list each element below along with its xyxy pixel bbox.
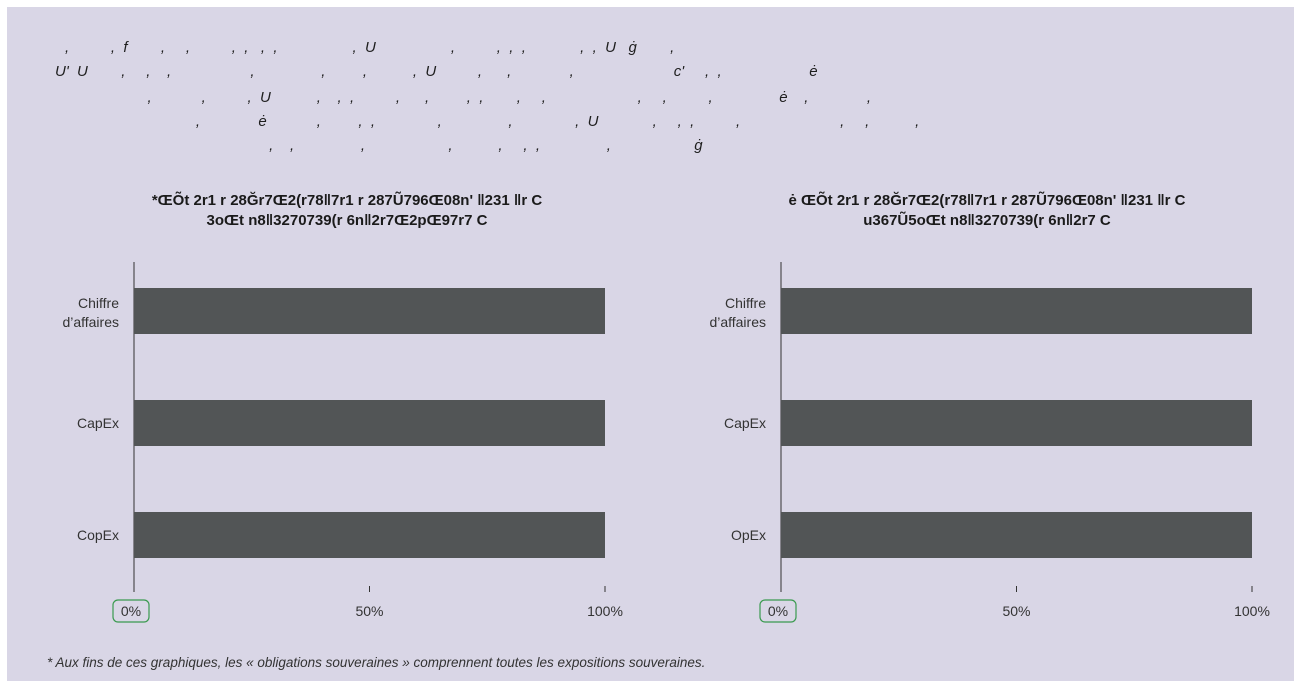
chart-1-title: *ŒÕt 2r1 r 28Ğr7Œ2(r78ǁ7r1 r 287Ũ796Œ08n…: [47, 191, 647, 231]
bar: [134, 400, 605, 446]
intro-line: , , f , , , , , , , U , , , , , , U ġ ,: [65, 39, 675, 56]
bar: [134, 512, 605, 558]
x-tick-highlight: [759, 599, 797, 623]
x-tick-label: 100%: [587, 603, 623, 619]
category-label-line: Chiffre: [725, 295, 766, 311]
chart-2: 0% 50% 100% Chiffre d’affaires CapEx OpEx: [709, 262, 1270, 623]
x-tick-label: 50%: [1002, 603, 1030, 619]
chart-2-title: ė ŒÕt 2r1 r 28Ğr7Œ2(r78ǁ7r1 r 287Ũ796Œ08…: [687, 191, 1287, 231]
x-tick-label: 0%: [768, 603, 788, 619]
x-tick-label: 100%: [1234, 603, 1270, 619]
bar: [781, 512, 1252, 558]
intro-line: , , , U , , , , , , , , , , , , ė , ,: [110, 89, 872, 106]
chart-1-title-line2: 3oŒt n8ǁ3270739(r 6nǁ2r7Œ2pŒ97r7 C: [206, 212, 488, 229]
category-label: Chiffre d’affaires: [62, 295, 119, 330]
category-label: CapEx: [724, 415, 766, 431]
bar: [134, 288, 605, 334]
x-tick-label: 50%: [355, 603, 383, 619]
report-panel: , , f , , , , , , , U , , , , , , U ġ , …: [7, 7, 1294, 681]
x-tick-label: 0%: [121, 603, 141, 619]
chart-2-title-line2: u367Ũ5oŒt n8ǁ3270739(r 6nǁ2r7 C: [863, 212, 1111, 229]
chart-1: 0% 50% 100% Chiffre d’affaires CapEx CopEx: [62, 262, 623, 623]
intro-line: U' U , , , , , , , U , , , c' , , ė: [55, 63, 818, 80]
chart-1-title-line1: *ŒÕt 2r1 r 28Ğr7Œ2(r78ǁ7r1 r 287Ũ796Œ08n…: [151, 192, 543, 209]
category-label: OpEx: [731, 527, 766, 543]
category-label-line: d’affaires: [709, 314, 766, 330]
category-label: CopEx: [77, 527, 119, 543]
intro-paragraph: , , f , , , , , , , U , , , , , , U ġ , …: [55, 39, 1275, 169]
x-tick-highlight: [112, 599, 150, 623]
bar: [781, 288, 1252, 334]
footnote: * Aux fins de ces graphiques, les « obli…: [47, 655, 706, 670]
category-label: Chiffre d’affaires: [709, 295, 766, 330]
category-label: CapEx: [77, 415, 119, 431]
bar: [781, 400, 1252, 446]
category-label-line: Chiffre: [78, 295, 119, 311]
intro-line: , ė , , , , , , U , , , , , , ,: [150, 113, 920, 130]
category-label-line: d’affaires: [62, 314, 119, 330]
intro-line: , , , , , , , , ġ: [190, 137, 703, 154]
chart-2-title-line1: ė ŒÕt 2r1 r 28Ğr7Œ2(r78ǁ7r1 r 287Ũ796Œ08…: [788, 192, 1186, 209]
